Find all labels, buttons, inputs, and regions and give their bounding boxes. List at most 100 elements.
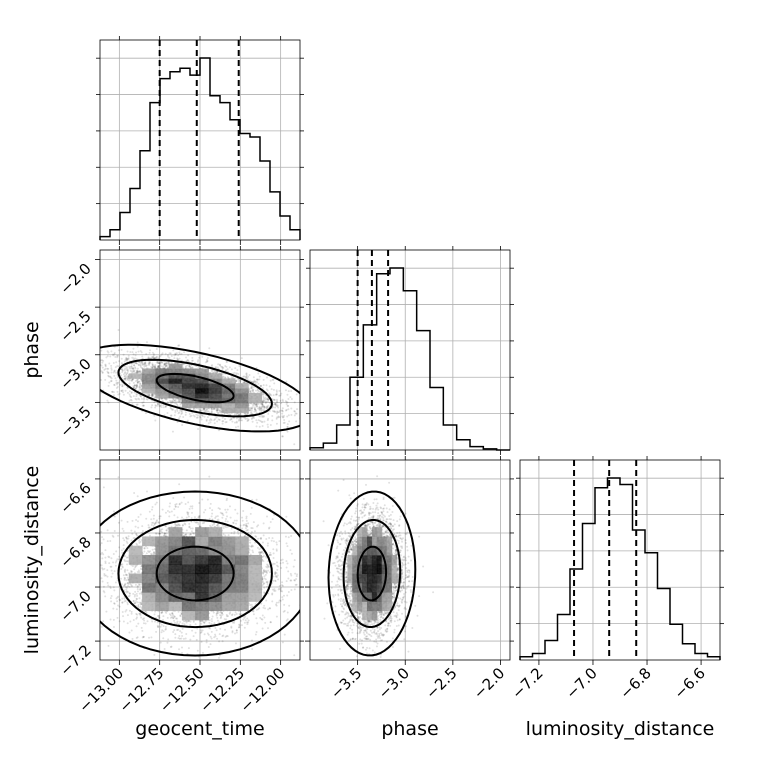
sample-point — [112, 371, 115, 374]
sample-point — [252, 390, 255, 393]
sample-point — [267, 400, 270, 403]
sample-point — [257, 407, 260, 410]
sample-point — [251, 407, 254, 410]
sample-point — [155, 404, 158, 407]
grid-geocent_time-phase — [100, 250, 300, 450]
sample-point — [192, 408, 195, 411]
sample-point — [165, 364, 168, 367]
sample-point — [284, 389, 287, 392]
sample-point — [269, 393, 272, 396]
sample-point — [171, 430, 174, 433]
sample-point — [143, 365, 146, 368]
sample-point — [93, 354, 95, 356]
sample-point — [134, 367, 137, 370]
sample-point — [110, 371, 113, 374]
sample-point — [121, 389, 124, 392]
sample-point — [124, 371, 127, 374]
sample-point — [274, 402, 277, 405]
sample-point — [255, 419, 258, 422]
sample-point — [276, 410, 279, 413]
sample-point — [224, 365, 227, 368]
sample-point — [87, 379, 89, 381]
sample-point — [252, 385, 255, 388]
sample-point — [253, 402, 256, 405]
sample-point — [129, 369, 132, 372]
sample-point — [124, 377, 127, 380]
sample-point — [243, 381, 246, 384]
sample-point — [166, 353, 169, 356]
sample-point — [242, 381, 245, 384]
sample-point — [188, 363, 191, 366]
sample-point — [222, 375, 225, 378]
sample-point — [137, 370, 140, 373]
sample-point — [136, 381, 139, 384]
sample-point — [172, 399, 175, 402]
sample-point — [189, 415, 192, 418]
sample-point — [277, 415, 280, 418]
sample-point — [131, 367, 134, 370]
sample-point — [262, 400, 265, 403]
sample-point — [112, 394, 115, 397]
sample-point — [202, 408, 205, 411]
sample-point — [266, 397, 269, 400]
sample-point — [133, 364, 136, 367]
sample-point — [166, 401, 169, 404]
sample-point — [175, 352, 178, 355]
sample-point — [213, 422, 216, 425]
sample-point — [262, 393, 265, 396]
sample-point — [197, 365, 200, 368]
sample-point — [265, 405, 268, 408]
sample-point — [260, 403, 263, 406]
sample-point — [177, 344, 180, 347]
sample-point — [258, 405, 261, 408]
sample-point — [273, 410, 276, 413]
sample-point — [135, 385, 138, 388]
sample-point — [148, 351, 151, 354]
sample-point — [141, 361, 144, 364]
sample-point — [210, 408, 213, 411]
sample-point — [205, 407, 208, 410]
sample-point — [158, 362, 161, 365]
sample-point — [196, 416, 199, 419]
sample-point — [125, 359, 128, 362]
sample-point — [183, 351, 186, 354]
sample-point — [295, 412, 298, 415]
sample-point — [250, 385, 253, 388]
sample-point — [132, 357, 135, 360]
sample-point — [163, 363, 166, 366]
sample-point — [191, 366, 194, 369]
sample-point — [135, 351, 138, 354]
sample-point — [255, 412, 258, 415]
sample-point — [100, 370, 103, 373]
sample-point — [260, 384, 263, 387]
sample-point — [255, 405, 258, 408]
sample-point — [275, 417, 278, 420]
sample-point — [132, 353, 135, 356]
sample-point — [164, 405, 167, 408]
sample-point — [180, 409, 183, 412]
sample-point — [168, 399, 171, 402]
sample-point — [113, 383, 116, 386]
sample-point — [135, 392, 138, 395]
sample-point — [213, 419, 216, 422]
sample-point — [104, 363, 107, 366]
sample-point — [221, 366, 224, 369]
sample-point — [273, 398, 276, 401]
sample-point — [148, 394, 151, 397]
sample-point — [235, 373, 238, 376]
sample-point — [178, 357, 181, 360]
sample-point — [258, 407, 261, 410]
sample-point — [118, 392, 121, 395]
sample-point — [275, 398, 278, 401]
sample-point — [281, 435, 284, 438]
sample-point — [95, 385, 97, 387]
sample-point — [152, 394, 155, 397]
sample-point — [255, 403, 258, 406]
sample-point — [206, 410, 209, 413]
sample-point — [270, 388, 273, 391]
sample-point — [154, 366, 157, 369]
sample-point — [171, 401, 174, 404]
sample-point — [140, 395, 143, 398]
sample-point — [303, 414, 305, 416]
